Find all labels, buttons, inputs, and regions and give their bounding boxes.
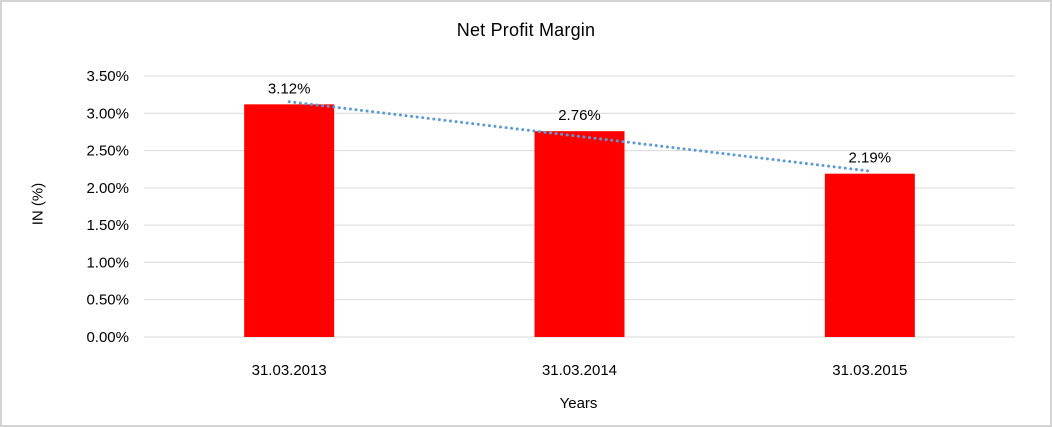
bar: [534, 131, 625, 337]
bar: [244, 104, 335, 337]
y-axis-title: IN (%): [29, 182, 47, 226]
y-tick-label: 0.00%: [86, 329, 129, 346]
trendline: [287, 100, 872, 173]
x-axis-title: Years: [559, 395, 598, 412]
y-tick-label: 2.00%: [86, 180, 129, 197]
bar: [824, 173, 915, 337]
data-label: 2.19%: [849, 150, 892, 167]
y-tick-label: 1.50%: [86, 217, 129, 234]
x-tick-label: 31.03.2014: [542, 362, 617, 379]
y-tick-label: 0.50%: [86, 292, 129, 309]
x-tick-label: 31.03.2015: [832, 362, 907, 379]
y-tick-label: 3.50%: [86, 68, 129, 85]
data-label: 3.12%: [268, 80, 311, 97]
data-label: 2.76%: [558, 107, 601, 124]
x-tick-label: 31.03.2013: [252, 362, 327, 379]
y-tick-label: 1.00%: [86, 254, 129, 271]
y-tick-label: 3.00%: [86, 105, 129, 122]
y-tick-label: 2.50%: [86, 143, 129, 160]
chart-title: Net Profit Margin: [456, 20, 596, 40]
